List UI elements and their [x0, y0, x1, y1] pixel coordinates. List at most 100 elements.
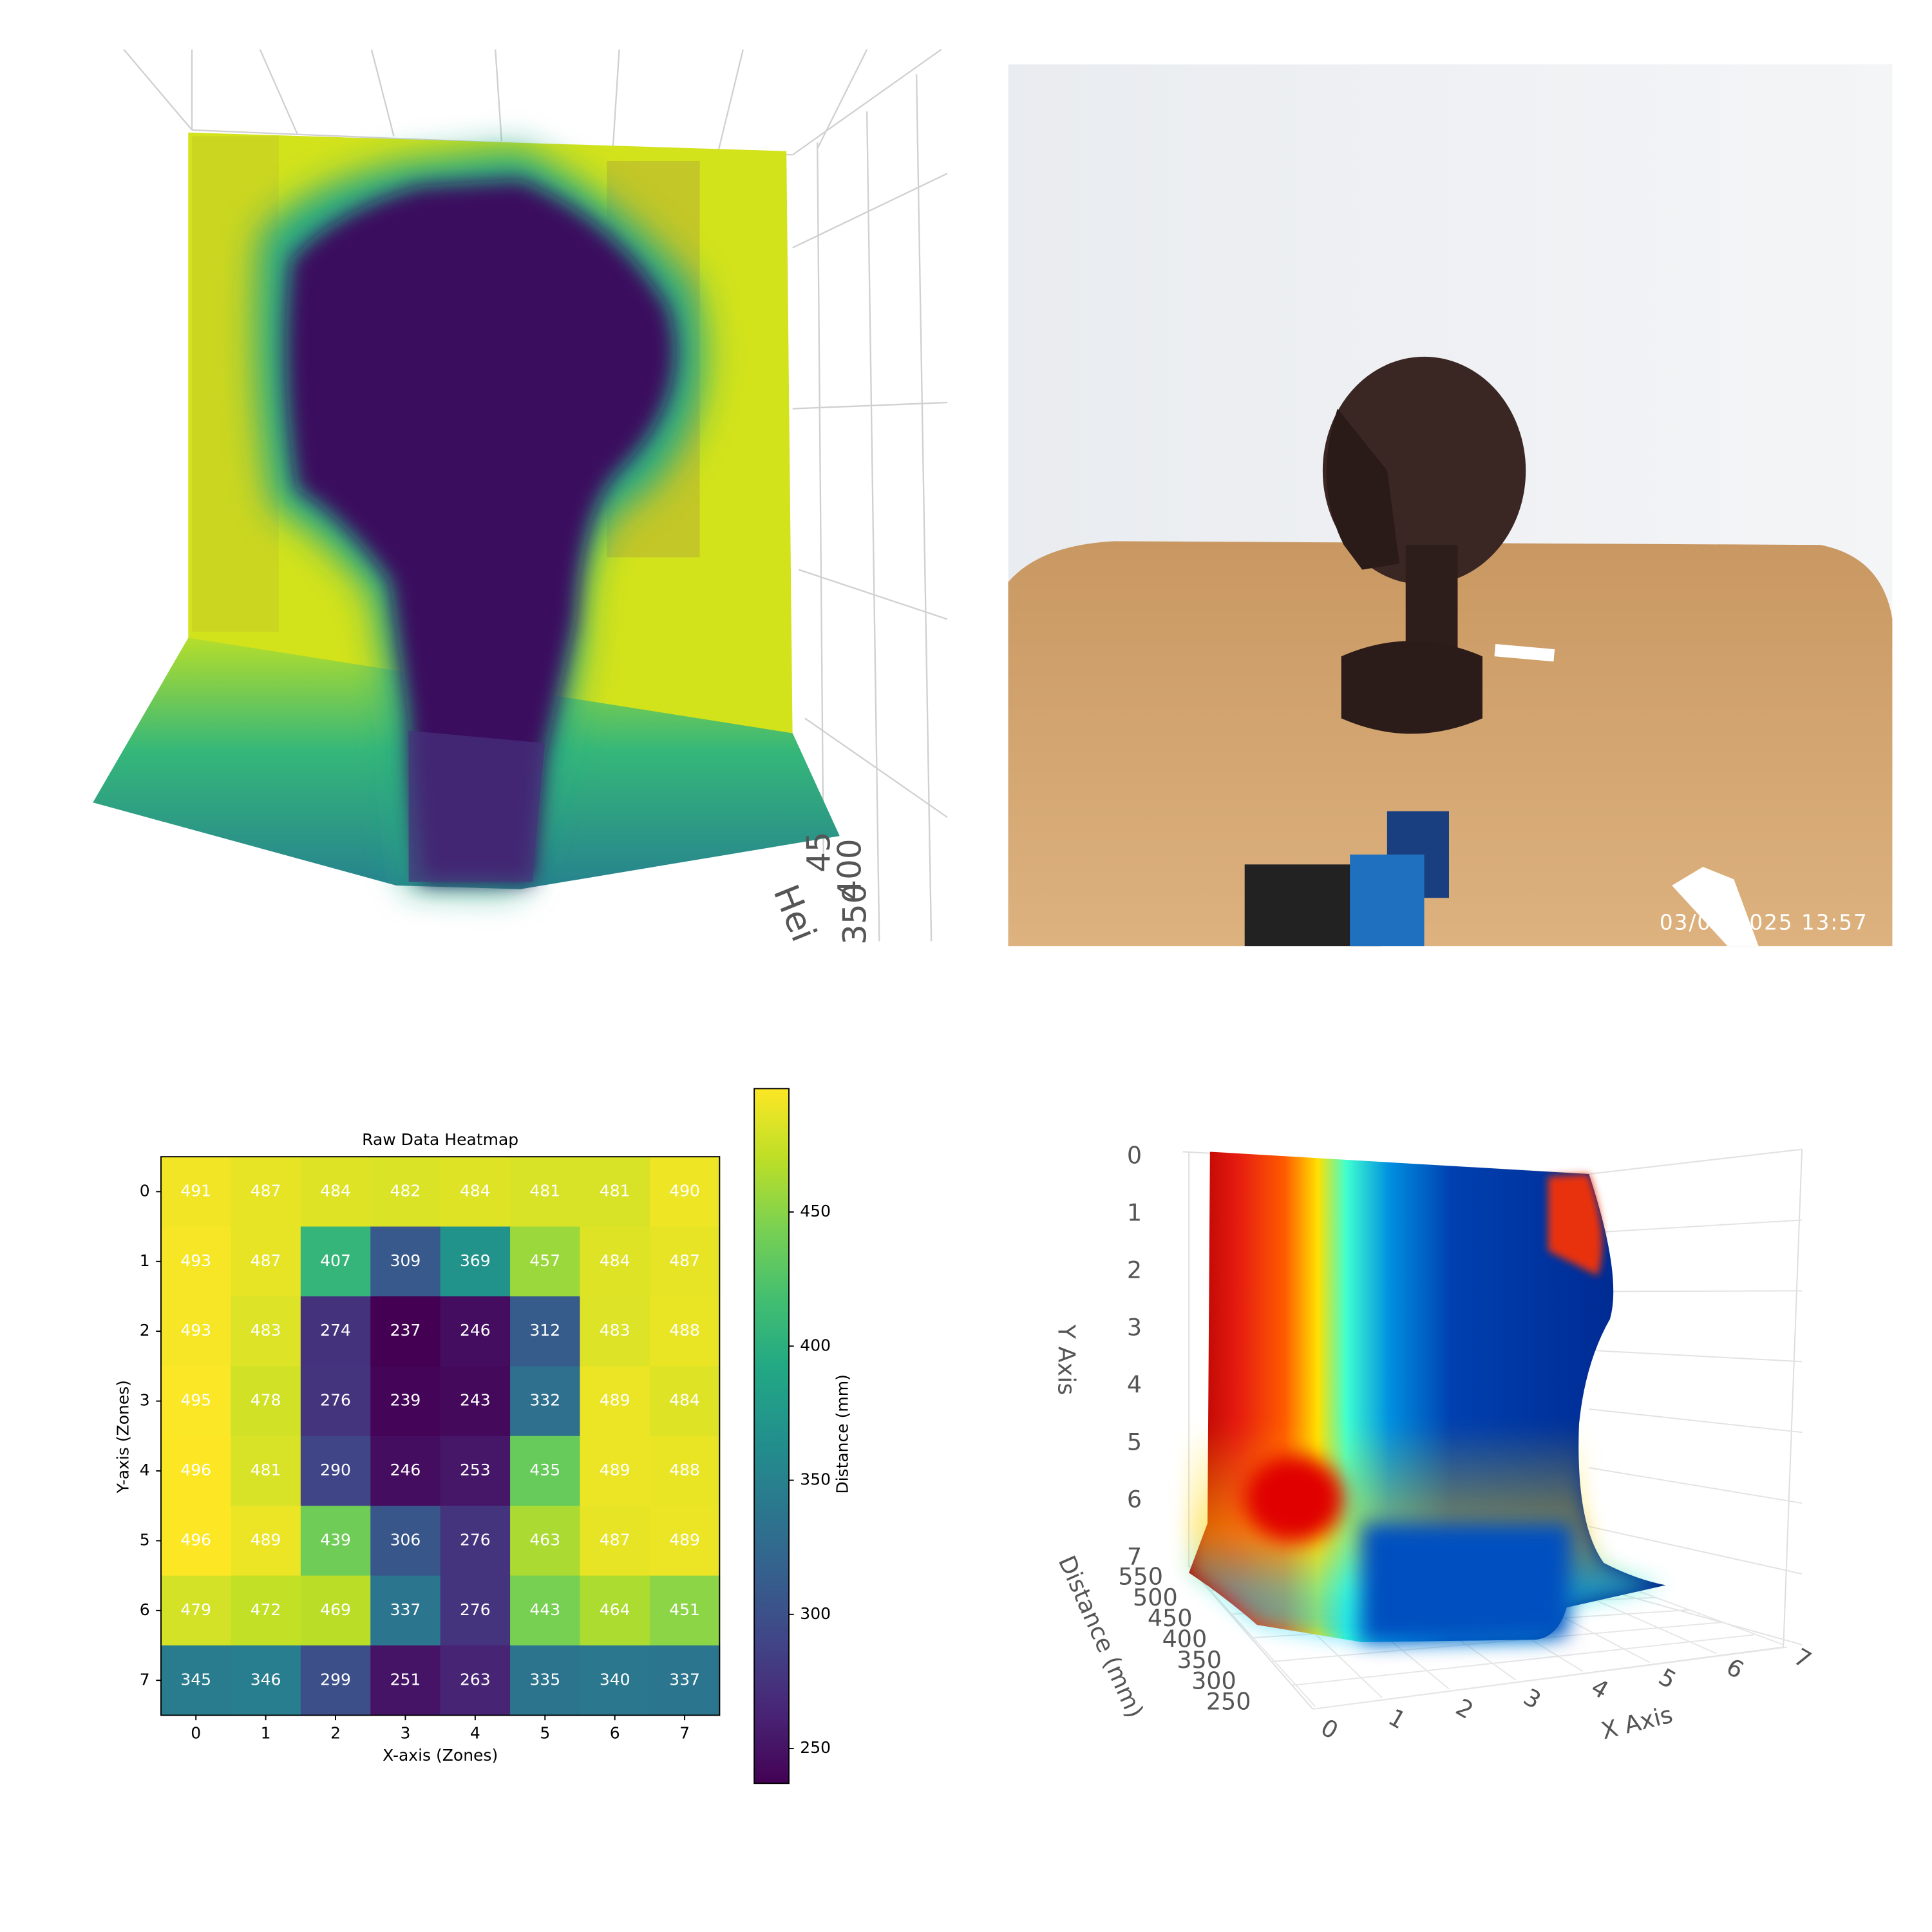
cell-label: 237: [390, 1321, 421, 1340]
cell-label: 496: [180, 1530, 211, 1549]
heatmap-cell: [161, 1435, 232, 1507]
cell-label: 276: [460, 1530, 491, 1549]
grid-line: [1589, 1148, 1803, 1175]
cell-label: 488: [669, 1461, 700, 1479]
neck-shade: [408, 730, 545, 882]
surface-shade: [1362, 1523, 1573, 1642]
sculpture-base: [1341, 641, 1482, 734]
x-tick-label: 4: [470, 1723, 480, 1742]
cell-label: 493: [180, 1251, 211, 1270]
heatmap-cell: [649, 1296, 721, 1367]
colorbar: [753, 1088, 790, 1785]
heatmap-cell: [440, 1645, 511, 1716]
heatmap-cell: [440, 1157, 511, 1227]
heatmap-cell: [580, 1226, 650, 1297]
grid-line: [1188, 1566, 1316, 1707]
heatmap-cell: [510, 1296, 581, 1367]
y-axis-label: Y-axis (Zones): [113, 1380, 132, 1494]
x-tick-label: 7: [1789, 1643, 1816, 1674]
y-tick-label: 6: [1127, 1486, 1142, 1513]
x-tick-label: 0: [191, 1723, 201, 1742]
cell-label: 246: [390, 1461, 421, 1479]
cell-label: 443: [529, 1600, 560, 1619]
cell-label: 469: [320, 1600, 351, 1619]
cell-label: 312: [529, 1321, 560, 1340]
cell-label: 340: [600, 1670, 630, 1689]
grid-line: [1589, 1467, 1803, 1504]
cell-label: 276: [320, 1391, 351, 1410]
z-tick-label: 400: [1162, 1625, 1208, 1653]
x-tick-label: 2: [330, 1723, 341, 1742]
heatmap-cell: [300, 1366, 372, 1437]
photo-table: [1008, 541, 1893, 947]
z-axis-label: Hei: [766, 879, 825, 947]
x-tick-label: 6: [610, 1723, 620, 1742]
heatmap-cell: [370, 1435, 441, 1507]
heatmap-cell: [649, 1157, 721, 1227]
heatmap-cell: [440, 1575, 511, 1647]
cell-label: 487: [600, 1530, 630, 1549]
heatmap-cell: [161, 1575, 232, 1647]
heatmap-cell: [649, 1645, 721, 1716]
sculpture-face: [1326, 408, 1400, 570]
heatmap-cell: [300, 1435, 372, 1507]
heatmap-cell: [510, 1366, 581, 1437]
cell-label: 369: [460, 1251, 491, 1270]
z-tick-label: 400: [831, 838, 869, 900]
cell-label: 483: [251, 1321, 281, 1340]
heatmap-cell: [161, 1226, 232, 1297]
z-tick-label: 250: [1206, 1688, 1251, 1716]
cell-label: 487: [669, 1251, 700, 1270]
heatmap-cell: [649, 1575, 721, 1647]
z-tick-label: 350: [1177, 1646, 1222, 1674]
heatmap-cell: [161, 1506, 232, 1577]
grid-line: [1589, 1526, 1803, 1575]
heatmap-cell: [510, 1157, 581, 1227]
heatmap-cell: [231, 1435, 301, 1507]
cell-label: 484: [460, 1181, 491, 1200]
heatmap-cell: [580, 1645, 650, 1716]
y-tick-label: 2: [1127, 1256, 1142, 1284]
cell-label: 479: [180, 1600, 211, 1619]
heatmap-cell: [649, 1366, 721, 1437]
heatmap-cell: [231, 1645, 301, 1716]
x-axis-label: X-axis (Zones): [383, 1746, 498, 1765]
cell-label: 451: [669, 1600, 700, 1619]
cell-label: 482: [390, 1181, 421, 1200]
y-tick-label: 5: [1127, 1428, 1142, 1456]
colorbar-tick-label: 350: [800, 1470, 831, 1489]
heatmap-cell: [370, 1575, 441, 1647]
cell-label: 484: [600, 1251, 630, 1270]
surface-edge: [1548, 1174, 1602, 1276]
heatmap-cell: [440, 1435, 511, 1507]
colorbar-label: Distance (mm): [833, 1374, 852, 1493]
cell-label: 464: [600, 1600, 630, 1619]
heatmap-cell: [580, 1506, 650, 1577]
heatmap-cell: [300, 1645, 372, 1716]
cell-label: 463: [529, 1530, 560, 1549]
heatmap-cell: [300, 1157, 372, 1227]
y-tick-label: 5: [140, 1530, 150, 1549]
cell-label: 263: [460, 1670, 491, 1689]
chart-title: Raw Data Heatmap: [362, 1130, 518, 1149]
axes-frame: [160, 1156, 721, 1716]
grid-line: [1589, 1584, 1803, 1645]
heatmap-cell: [440, 1506, 511, 1577]
x-tick-label: 4: [1586, 1673, 1613, 1705]
grid-line: [1312, 1646, 1788, 1710]
heatmap-cell: [440, 1296, 511, 1367]
heatmap-cell: [580, 1366, 650, 1437]
cell-label: 489: [600, 1391, 630, 1410]
servo-arm: [1350, 854, 1425, 947]
cell-label: 487: [251, 1181, 281, 1200]
cell-label: 407: [320, 1251, 351, 1270]
heatmap-cell: [580, 1296, 650, 1367]
y-tick-label: 2: [140, 1321, 150, 1340]
cell-label: 243: [460, 1391, 491, 1410]
cell-label: 489: [251, 1530, 281, 1549]
y-tick-label: 7: [1127, 1543, 1142, 1571]
heatmap-cell: [370, 1157, 441, 1227]
